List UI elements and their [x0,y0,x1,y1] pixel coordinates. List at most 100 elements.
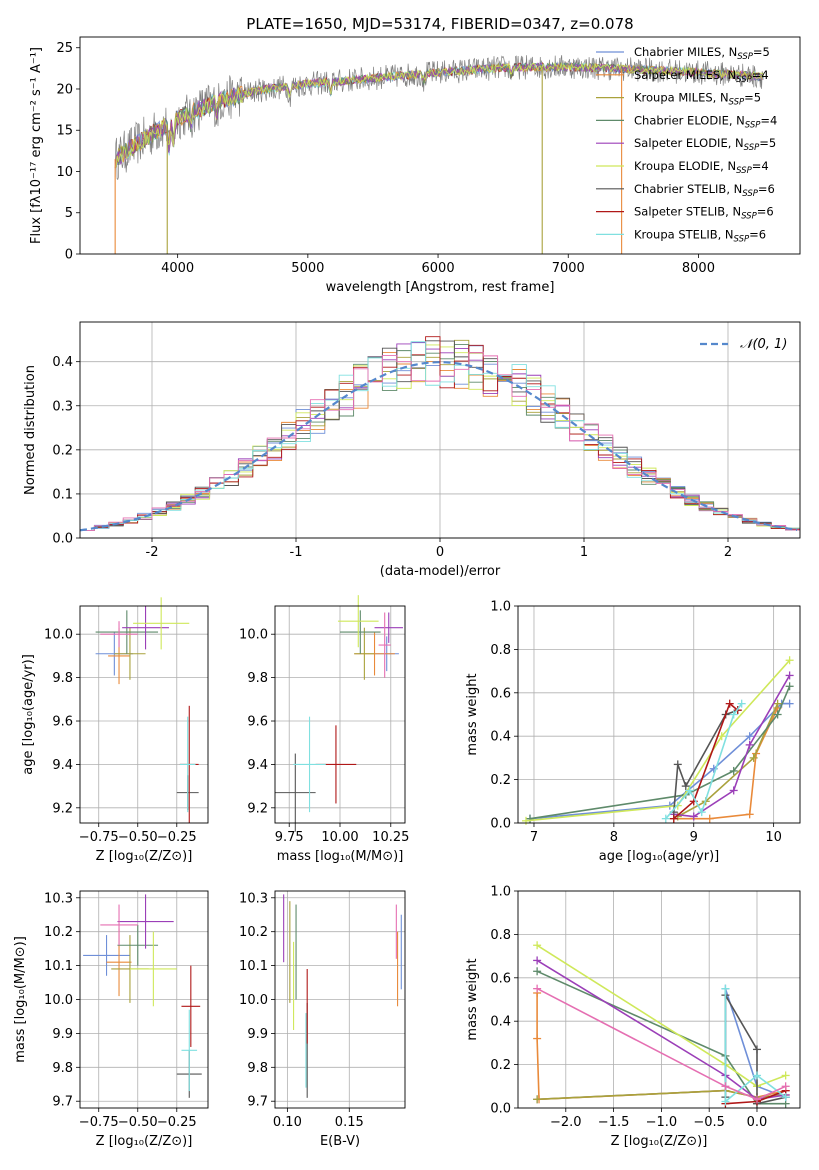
y-axis-label: age [log₁₀(age/yr)] [21,654,36,775]
y-tick-label: 0.2 [52,443,73,458]
x-tick-label: 8000 [682,261,715,276]
legend-name: Kroupa MILES, N [634,91,729,105]
weight-line [536,970,786,1105]
legend-sub: SSP [734,234,750,244]
residuals-panel: -2 -1 0 1 2 0.0 0.1 0.2 0.3 0.4 (data-model)/error… [23,321,801,579]
legend-sub: SSP [741,212,757,222]
legend-entry: Salpeter MILES, NSSP=4 [634,68,769,85]
y-tick-label: 9.7 [247,1095,268,1110]
x-tick-label: −1.0 [646,1115,678,1130]
y-tick-label: 10 [56,165,73,180]
legend-name: Salpeter STELIB, N [634,205,741,219]
y-tick-label: 9.4 [247,758,268,773]
axes-frame [274,605,406,824]
y-tick-label: 10.0 [239,628,268,643]
y-tick-label: 10.1 [239,959,268,974]
weight-line [673,702,739,820]
y-tick-label: 9.6 [52,715,73,730]
x-tick-label: 7000 [552,261,585,276]
weight_vs_age-panel: 7 8 9 10 0.0 0.2 0.4 0.6 0.8 1.0 age [log₁₀(age/yr… [465,600,801,864]
mass_vs_Z-panel: −0.75 −0.50 −0.25 9.7 9.8 9.9 10.0 10.1 10.2 10.3… [13,890,209,1149]
x-tick-label: 0.10 [273,1115,302,1130]
y-tick-label: 9.4 [52,758,73,773]
x-tick-label: 4000 [161,261,194,276]
x-axis-label: wavelength [Angstrom, rest frame] [326,280,555,295]
legend-name: Salpeter ELODIE, N [634,136,744,150]
legend-entry: 𝒩(0, 1) [740,337,787,352]
axes-frame [517,890,801,1109]
y-axis-label: Normed distribution [23,365,38,495]
weight-line [536,959,786,1101]
y-tick-label: 0.4 [490,730,511,745]
y-tick-label: 10.0 [44,628,73,643]
x-tick-label: −0.75 [79,1115,119,1130]
y-tick-label: 9.9 [52,1027,73,1042]
legend-entry: Kroupa STELIB, NSSP=6 [634,227,766,244]
y-tick-label: 9.2 [247,801,268,816]
x-tick-label: 5000 [291,261,324,276]
histogram-step [80,341,800,531]
legend-n: =5 [753,45,770,59]
weight_vs_Z-panel: −2.0 −1.5 −1.0 −0.5 0.0 0.0 0.2 0.4 0.6 0.8 1.0 Z [… [465,885,801,1149]
legend-n: =5 [744,91,761,105]
x-axis-label: (data-model)/error [380,564,501,579]
legend-entry: Salpeter ELODIE, NSSP=5 [634,136,776,153]
y-tick-label: 9.8 [52,671,73,686]
legend-entry: Salpeter STELIB, NSSP=6 [634,205,774,222]
x-tick-label: 1 [580,545,588,560]
weight-line [536,987,787,1101]
y-tick-label: 9.6 [247,715,268,730]
y-tick-label: 0.3 [52,399,73,414]
y-tick-label: 9.8 [247,1061,268,1076]
x-tick-label: 0 [436,545,444,560]
y-tick-label: 10.2 [44,925,73,940]
y-tick-label: 1.0 [490,885,511,900]
x-tick-label: 0.0 [747,1115,768,1130]
weight-line [525,659,791,822]
x-tick-label: 9.75 [275,830,304,845]
legend-name: Chabrier STELIB, N [634,182,742,196]
legend-name: Salpeter MILES, N [634,68,736,82]
y-tick-label: 0.8 [490,643,511,658]
legend-entry: Chabrier ELODIE, NSSP=4 [634,113,777,130]
x-axis-label: Z [log₁₀(Z/Z⊙)] [96,849,193,864]
legend-name: Chabrier MILES, N [634,45,737,59]
weight-line [677,703,779,818]
y-tick-label: 0.8 [490,928,511,943]
y-tick-label: 0.2 [490,773,511,788]
x-tick-label: −0.50 [118,830,158,845]
chart-title: PLATE=1650, MJD=53174, FIBERID=0347, z=0… [246,15,633,33]
y-axis-label: mass [log₁₀(M/M⊙)] [13,936,28,1063]
axes-frame [79,890,209,1109]
legend-entry: Kroupa ELODIE, NSSP=4 [634,159,769,176]
model-spectrum [115,61,764,168]
y-tick-label: 0.0 [490,817,511,832]
y-tick-label: 0.0 [52,532,73,547]
axes-frame [517,605,801,824]
x-axis-label: age [log₁₀(age/yr)] [599,849,720,864]
legend-n: =4 [752,159,769,173]
observed-spectrum [114,55,764,181]
x-tick-label: −2.0 [550,1115,582,1130]
x-tick-label: 2 [724,545,732,560]
model-spectrum [115,62,763,168]
y-tick-label: 0.6 [490,971,511,986]
y-tick-label: 10.1 [44,959,73,974]
x-tick-label: −0.25 [157,830,197,845]
y-tick-label: 0.4 [52,355,73,370]
y-tick-label: 10.2 [239,925,268,940]
legend-n: =4 [752,68,769,82]
spectrum-lines [114,55,764,254]
axes-frame [79,36,801,255]
y-axis-label: mass weight [465,958,480,1040]
y-axis-label: mass weight [465,673,480,755]
y-tick-label: 10.0 [44,993,73,1008]
x-tick-label: 10 [765,830,782,845]
axes-frame [274,890,406,1109]
y-tick-label: 10.3 [44,891,73,906]
y-tick-label: 10.3 [239,891,268,906]
legend-n: =4 [760,113,777,127]
y-tick-label: 9.9 [247,1027,268,1042]
mass_vs_EBV-panel: 0.10 0.15 9.7 9.8 9.9 10.0 10.1 10.2 10.3 E(B-V) [239,890,406,1149]
